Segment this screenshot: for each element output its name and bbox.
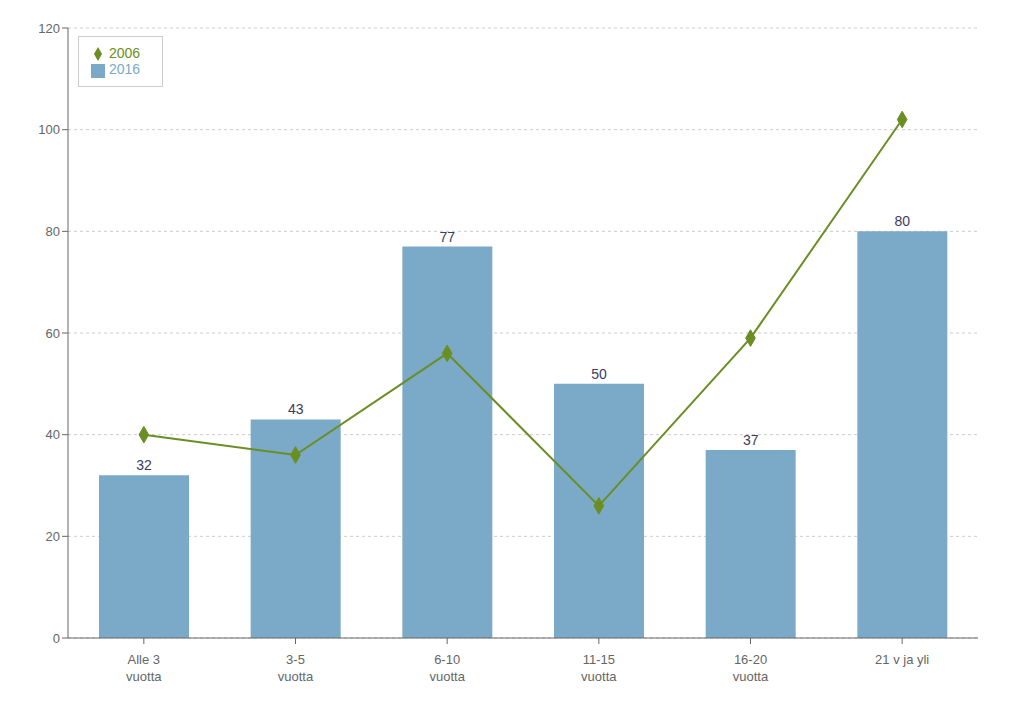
svg-text:6-10vuotta: 6-10vuotta bbox=[429, 652, 465, 684]
svg-text:Alle 3vuotta: Alle 3vuotta bbox=[126, 652, 162, 684]
svg-text:21 v ja yli: 21 v ja yli bbox=[875, 652, 929, 667]
html-text:2006: 2006 bbox=[109, 45, 141, 61]
svg-text:77: 77 bbox=[440, 229, 456, 245]
svg-text:60: 60 bbox=[46, 326, 60, 341]
svg-text:0: 0 bbox=[53, 631, 60, 646]
html-text:2016: 2016 bbox=[109, 61, 141, 78]
svg-text:32: 32 bbox=[136, 457, 152, 473]
svg-text:37: 37 bbox=[743, 432, 759, 448]
svg-text:100: 100 bbox=[38, 122, 60, 137]
svg-text:43: 43 bbox=[288, 401, 304, 417]
svg-text:11-15vuotta: 11-15vuotta bbox=[581, 652, 617, 684]
svg-text:20: 20 bbox=[46, 529, 60, 544]
svg-text:16-20vuotta: 16-20vuotta bbox=[733, 652, 769, 684]
svg-text:40: 40 bbox=[46, 427, 60, 442]
svg-text:50: 50 bbox=[591, 366, 607, 382]
svg-text:80: 80 bbox=[895, 213, 911, 229]
svg-text:80: 80 bbox=[46, 224, 60, 239]
svg-text:120: 120 bbox=[38, 21, 60, 36]
svg-text:3-5vuotta: 3-5vuotta bbox=[278, 652, 314, 684]
